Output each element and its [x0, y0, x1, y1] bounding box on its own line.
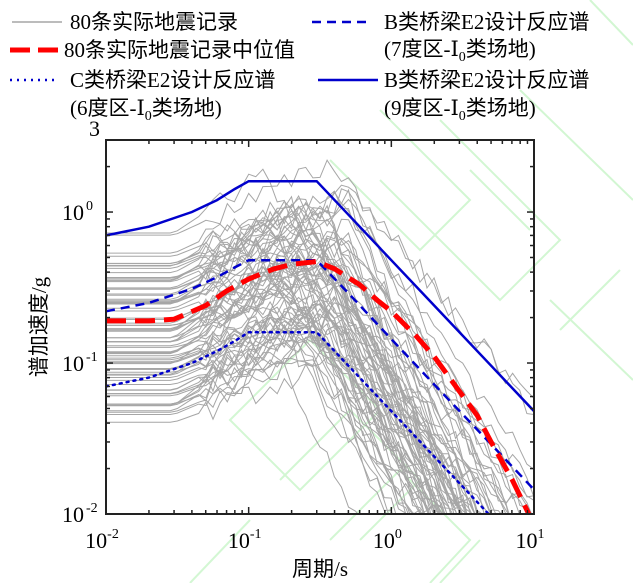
legend-entry-c-class-6deg: C类桥梁E2设计反应谱 (6度区-Ⅰ0类场地): [10, 68, 275, 124]
legend-label-c6-line1: C类桥梁E2设计反应谱: [70, 68, 275, 92]
record-curve: [106, 356, 423, 514]
earthquake-records: [106, 159, 534, 514]
record-curve: [106, 200, 476, 514]
legend-entry-median: 80条实际地震记录中位值: [10, 38, 295, 62]
legend-label-b9-line2: (9度区-Ⅰ0类场地): [384, 96, 536, 124]
record-curve: [106, 209, 440, 514]
series-line-dotted: [106, 330, 491, 514]
series-group: [106, 179, 534, 514]
legend-entry-records: 80条实际地震记录: [12, 10, 238, 34]
legend-label-median: 80条实际地震记录中位值: [64, 38, 295, 62]
x-tick-labels: 10-2 10-1 100 101: [85, 527, 544, 553]
record-curve: [106, 188, 532, 514]
y-tick-exponent: 0: [86, 199, 93, 214]
legend-label-b9-line1: B类桥梁E2设计反应谱: [384, 68, 589, 92]
record-curve: [106, 168, 445, 514]
legend-label-b7-line2: (7度区-Ⅰ0类场地): [384, 37, 536, 65]
record-curve: [106, 337, 407, 514]
legend-label-b7-line1: B类桥梁E2设计反应谱: [384, 10, 589, 34]
series-line-dashed-thick: [106, 258, 532, 514]
record-curve: [106, 263, 463, 514]
record-curve: [106, 264, 444, 514]
record-curve: [106, 184, 534, 399]
record-curve: [106, 280, 446, 514]
y-tick-labels: 10-210-110 03: [62, 116, 100, 527]
record-curve: [106, 202, 510, 514]
legend-label-records: 80条实际地震记录: [70, 10, 238, 34]
record-curve: [106, 328, 421, 514]
y-tick-exponent: -1: [86, 350, 98, 365]
record-curve: [106, 204, 474, 514]
y-axis-label: 谱加速度/g: [27, 276, 51, 377]
record-curve: [106, 296, 462, 514]
x-tick-label: 10-2: [85, 527, 119, 553]
record-curve: [106, 263, 468, 514]
x-tick-label: 100: [373, 527, 402, 553]
record-curve: [106, 194, 458, 514]
x-axis-label: 周期/s: [292, 557, 348, 581]
legend-entry-b-class-9deg: B类桥梁E2设计反应谱 (9度区-Ⅰ0类场地): [318, 68, 589, 124]
legend-entry-b-class-7deg: B类桥梁E2设计反应谱 (7度区-Ⅰ0类场地): [312, 10, 589, 65]
record-curve: [106, 268, 452, 514]
record-curve: [106, 213, 448, 514]
record-curve: [106, 344, 425, 514]
axes-box: [105, 139, 535, 515]
record-curve: [106, 218, 534, 498]
record-curve: [106, 264, 441, 514]
record-curve: [106, 313, 426, 514]
record-curve: [106, 259, 409, 514]
record-curve: [106, 264, 497, 514]
record-curve: [106, 201, 472, 514]
record-curve: [106, 247, 437, 514]
record-curve: [106, 226, 486, 514]
y-tick-label: 10: [62, 351, 84, 376]
axis-ticks: [105, 139, 534, 515]
series-line-dashed: [106, 258, 534, 491]
record-curve: [106, 289, 407, 514]
record-curve: [106, 246, 471, 514]
record-curve: [106, 280, 448, 514]
record-curve: [106, 359, 389, 514]
legend: 80条实际地震记录 B类桥梁E2设计反应谱 (7度区-Ⅰ0类场地) 80条实际地…: [10, 10, 589, 124]
record-curve: [106, 207, 507, 514]
y-tick-label: 10: [62, 200, 84, 225]
y-tick-label: 10: [62, 502, 84, 527]
x-tick-label: 101: [516, 527, 545, 553]
record-curve: [106, 313, 430, 514]
legend-label-c6-line2: (6度区-Ⅰ0类场地): [70, 96, 222, 124]
y-tick-exponent: -2: [86, 501, 98, 516]
record-curve: [106, 306, 397, 514]
record-curve: [106, 282, 445, 514]
record-curve: [106, 229, 455, 514]
record-curve: [106, 254, 473, 514]
record-curve: [106, 340, 429, 514]
series-line-solid: [106, 179, 534, 412]
record-curve: [106, 362, 359, 514]
record-curve: [106, 265, 446, 514]
y-tick-label: 3: [89, 116, 100, 141]
record-curve: [106, 302, 457, 514]
record-curve: [106, 222, 534, 501]
x-tick-label: 10-1: [228, 527, 262, 553]
record-curve: [106, 307, 467, 514]
record-curve: [106, 210, 528, 514]
